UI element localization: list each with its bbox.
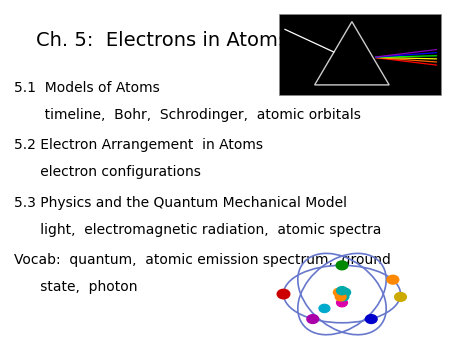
Circle shape bbox=[337, 287, 347, 295]
Circle shape bbox=[340, 288, 351, 296]
Text: 5.2 Electron Arrangement  in Atoms: 5.2 Electron Arrangement in Atoms bbox=[14, 138, 262, 152]
Circle shape bbox=[387, 275, 399, 284]
Circle shape bbox=[319, 304, 330, 312]
Circle shape bbox=[337, 299, 347, 307]
Text: 5.1  Models of Atoms: 5.1 Models of Atoms bbox=[14, 81, 159, 95]
Circle shape bbox=[333, 288, 344, 296]
Circle shape bbox=[338, 293, 349, 301]
Circle shape bbox=[365, 315, 377, 323]
Bar bbox=[279, 14, 441, 95]
Circle shape bbox=[337, 290, 347, 298]
Text: timeline,  Bohr,  Schrodinger,  atomic orbitals: timeline, Bohr, Schrodinger, atomic orbi… bbox=[14, 108, 360, 122]
Text: Ch. 5:  Electrons in Atoms: Ch. 5: Electrons in Atoms bbox=[36, 31, 288, 50]
Text: Vocab:  quantum,  atomic emission spectrum,  ground: Vocab: quantum, atomic emission spectrum… bbox=[14, 253, 391, 267]
Circle shape bbox=[277, 289, 290, 299]
Text: electron configurations: electron configurations bbox=[14, 165, 200, 179]
Text: light,  electromagnetic radiation,  atomic spectra: light, electromagnetic radiation, atomic… bbox=[14, 223, 381, 237]
Text: state,  photon: state, photon bbox=[14, 280, 137, 294]
Circle shape bbox=[307, 315, 319, 323]
Circle shape bbox=[336, 261, 348, 270]
Circle shape bbox=[395, 293, 406, 301]
Circle shape bbox=[335, 293, 346, 301]
Text: 5.3 Physics and the Quantum Mechanical Model: 5.3 Physics and the Quantum Mechanical M… bbox=[14, 196, 346, 210]
